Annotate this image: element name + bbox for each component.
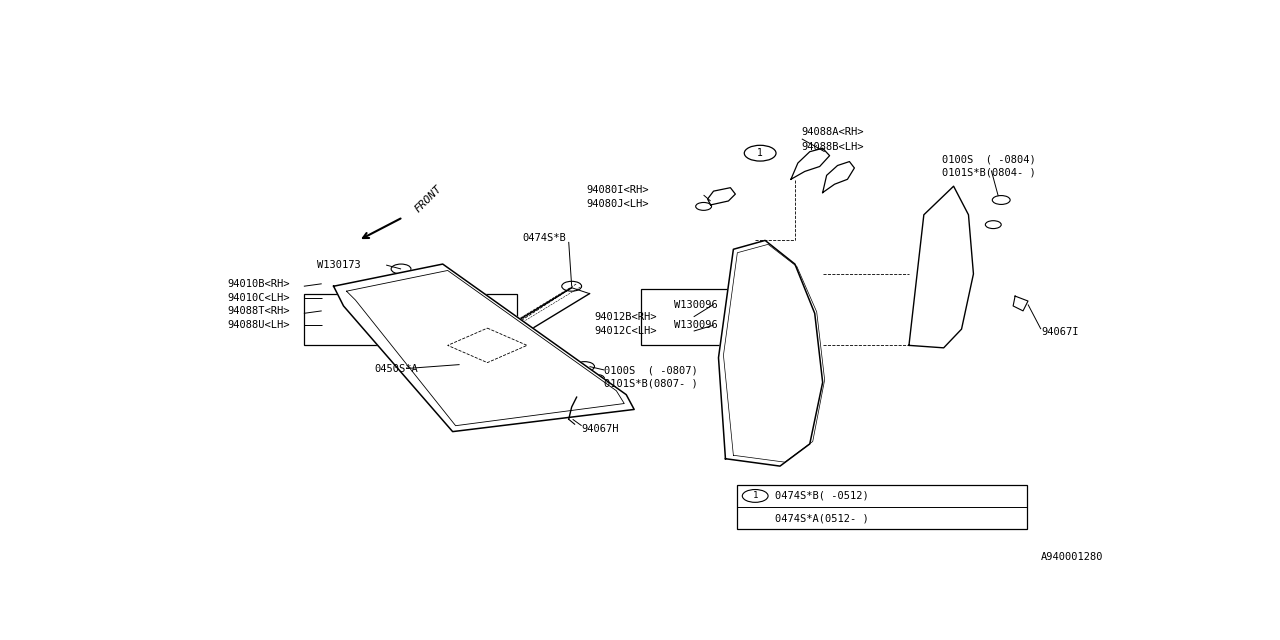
Text: 0100S  ( -0807): 0100S ( -0807) bbox=[604, 365, 698, 375]
Polygon shape bbox=[334, 264, 634, 431]
Text: 94080I<RH>: 94080I<RH> bbox=[586, 185, 649, 195]
Text: 94067I: 94067I bbox=[1041, 327, 1078, 337]
Text: W130096: W130096 bbox=[673, 300, 718, 310]
Text: 0450S*A: 0450S*A bbox=[374, 364, 419, 374]
Bar bbox=[641, 289, 800, 346]
Text: 94088T<RH>: 94088T<RH> bbox=[228, 306, 291, 316]
Text: FRONT: FRONT bbox=[413, 184, 444, 215]
Text: 0100S  ( -0804): 0100S ( -0804) bbox=[942, 154, 1036, 164]
Polygon shape bbox=[909, 186, 973, 348]
Text: 94088A<RH>: 94088A<RH> bbox=[801, 127, 864, 137]
Bar bbox=[737, 485, 1027, 529]
Text: 94067H: 94067H bbox=[581, 424, 620, 434]
Bar bbox=[303, 294, 517, 346]
Text: 94012C<LH>: 94012C<LH> bbox=[594, 326, 657, 336]
Text: 0474S*B: 0474S*B bbox=[522, 234, 566, 243]
Text: 1: 1 bbox=[758, 148, 763, 158]
Text: 0101S*B(0807- ): 0101S*B(0807- ) bbox=[604, 379, 698, 389]
Text: 0474S*A(0512- ): 0474S*A(0512- ) bbox=[776, 513, 869, 523]
Text: W130173: W130173 bbox=[316, 260, 361, 270]
Text: 94012B<RH>: 94012B<RH> bbox=[594, 312, 657, 322]
Text: W130096: W130096 bbox=[673, 319, 718, 330]
Text: 94080J<LH>: 94080J<LH> bbox=[586, 199, 649, 209]
Polygon shape bbox=[718, 241, 823, 466]
Text: 0474S*B( -0512): 0474S*B( -0512) bbox=[776, 491, 869, 501]
Text: 94010C<LH>: 94010C<LH> bbox=[228, 292, 291, 303]
Text: 0101S*B(0804- ): 0101S*B(0804- ) bbox=[942, 168, 1036, 178]
Text: 94088U<LH>: 94088U<LH> bbox=[228, 319, 291, 330]
Text: 1: 1 bbox=[753, 492, 758, 500]
Text: 94010B<RH>: 94010B<RH> bbox=[228, 279, 291, 289]
Text: 94088B<LH>: 94088B<LH> bbox=[801, 142, 864, 152]
Text: A940001280: A940001280 bbox=[1041, 552, 1103, 563]
